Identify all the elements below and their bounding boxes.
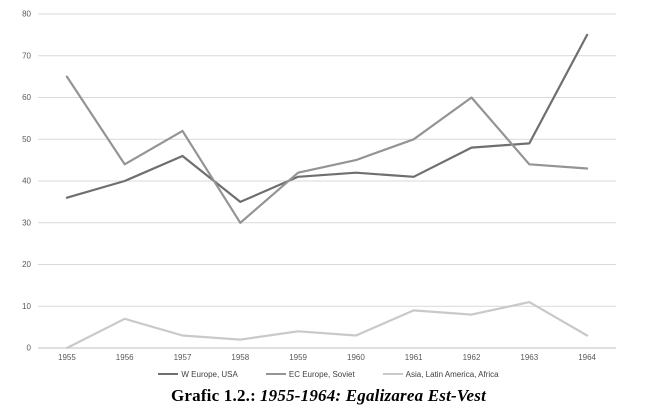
legend-swatch [265,373,286,375]
y-tick-label: 80 [22,10,31,19]
x-tick-label: 1957 [174,353,192,362]
line-chart: 0 10 20 30 40 50 60 70 80 1955 1956 1957 1958 1959 196… [22,10,616,362]
y-tick-label: 20 [22,260,31,269]
legend-swatch [158,373,179,375]
legend-label: W Europe, USA [181,369,238,379]
y-tick-label: 40 [22,177,31,186]
legend-label: Asia, Latin America, Africa [405,369,499,379]
x-tick-label: 1963 [520,353,538,362]
x-tick-label: 1961 [405,353,423,362]
legend-item-asia-latin-america-africa: Asia, Latin America, Africa [382,369,499,379]
series-line-w-europe-usa [65,33,589,203]
legend-label: EC Europe, Soviet [288,369,355,379]
legend-item-w-europe-usa: W Europe, USA [158,369,238,379]
y-tick-label: 30 [22,218,31,227]
y-tick-label: 50 [22,135,31,144]
chart-legend: W Europe, USA EC Europe, Soviet Asia, La… [0,367,657,381]
legend-item-ec-europe-soviet: EC Europe, Soviet [265,369,355,379]
y-tick-label: 10 [22,302,31,311]
y-tick-label: 70 [22,51,31,60]
chart-caption: Grafic 1.2.: 1955-1964: Egalizarea Est-Ve… [0,386,657,406]
x-tick-label: 1964 [578,353,596,362]
y-tick-label: 60 [22,93,31,102]
y-tick-label: 0 [27,344,32,353]
x-tick-label: 1958 [231,353,249,362]
x-tick-label: 1962 [463,353,481,362]
x-tick-label: 1956 [116,353,134,362]
caption-title: 1955-1964: Egalizarea Est-Vest [259,386,487,405]
x-tick-label: 1960 [347,353,365,362]
series-line-ec-europe-soviet [65,75,589,224]
legend-swatch [382,373,403,375]
series-line-asia-latin-america-africa [65,301,589,350]
x-tick-label: 1959 [289,353,307,362]
caption-label: Grafic 1.2.: [170,386,256,405]
x-tick-label: 1955 [58,353,76,362]
